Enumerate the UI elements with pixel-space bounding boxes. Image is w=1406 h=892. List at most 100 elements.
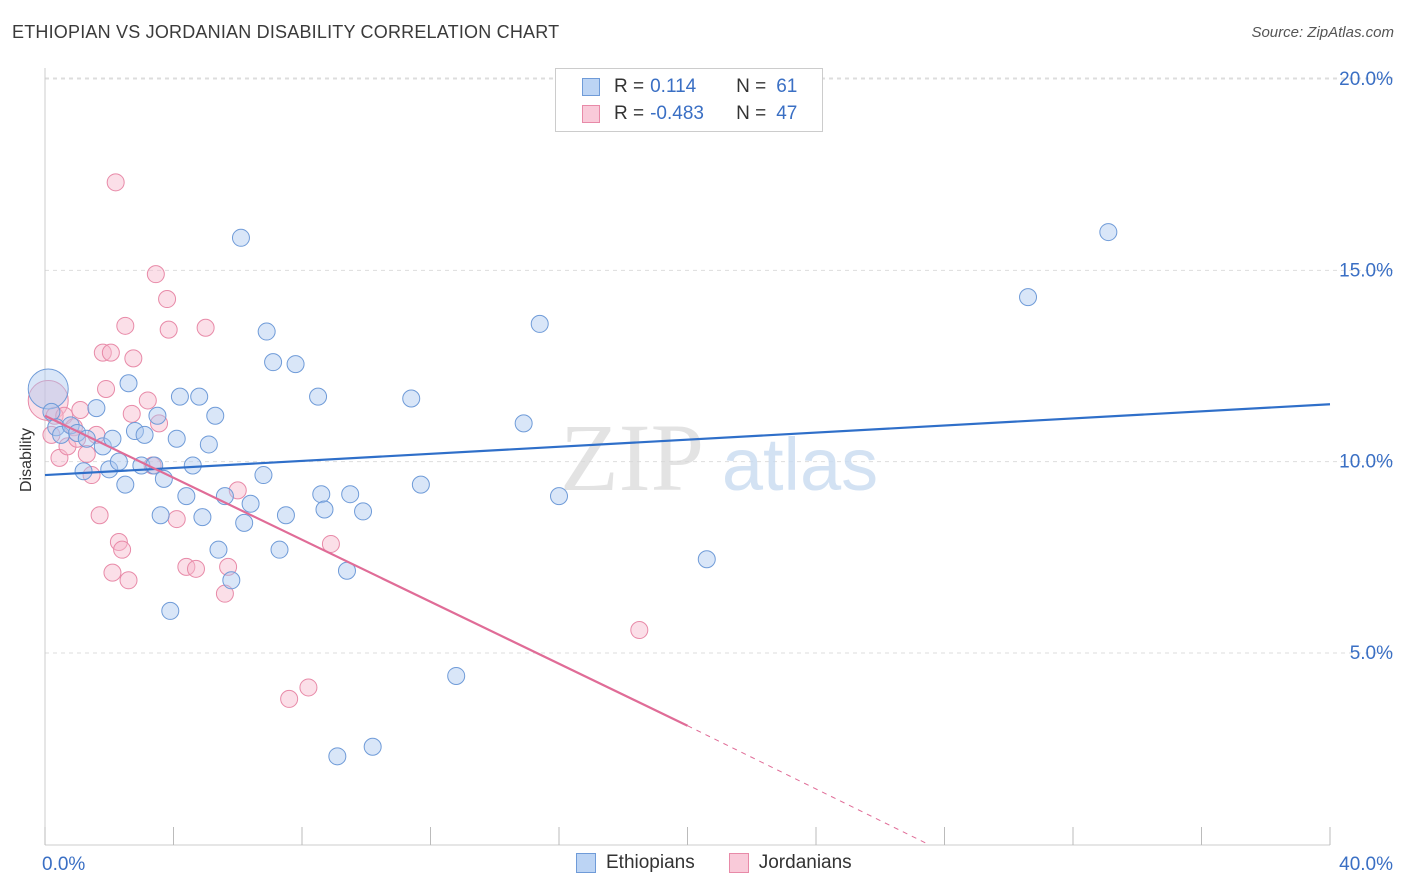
jordanians-legend-swatch bbox=[728, 853, 749, 873]
ethiopians-point bbox=[109, 452, 128, 471]
ethiopians-point bbox=[530, 314, 549, 333]
watermark: ZIP atlas bbox=[560, 404, 878, 511]
jordanians-point bbox=[71, 401, 90, 420]
jordanians-point bbox=[630, 621, 649, 640]
jordanians-swatch bbox=[582, 105, 600, 123]
ethiopians-point bbox=[514, 414, 533, 433]
jordanians-trend-extension bbox=[687, 725, 929, 845]
jordanians-point bbox=[113, 540, 132, 559]
ethiopians-point bbox=[116, 475, 135, 494]
ethiopians-point bbox=[27, 368, 69, 410]
ethiopians-point bbox=[235, 513, 254, 532]
jordanians-point bbox=[103, 563, 122, 582]
jordanians-point bbox=[146, 265, 165, 284]
ethiopians-point bbox=[363, 737, 382, 756]
legend-r-label: R = bbox=[614, 103, 645, 124]
ethiopians-point bbox=[52, 425, 71, 444]
ethiopians-point bbox=[167, 429, 186, 448]
ethiopians-point bbox=[254, 466, 273, 485]
ethiopians-point bbox=[87, 399, 106, 418]
jordanians-point bbox=[101, 343, 120, 362]
x-tick-labels: 0.0% 40.0% bbox=[42, 854, 1393, 875]
ethiopians-point bbox=[170, 387, 189, 406]
jordanians-point bbox=[196, 318, 215, 337]
ethiopians-point bbox=[328, 747, 347, 766]
legend-n-label: N = bbox=[736, 76, 767, 97]
ethiopians-point bbox=[315, 500, 334, 519]
ethiopians-point bbox=[550, 487, 568, 506]
ethiopians-point bbox=[100, 460, 119, 479]
watermark-zip: ZIP bbox=[560, 404, 704, 511]
correlation-legend: R = 0.114 N = 61 R = -0.483 N = 47 bbox=[555, 68, 823, 132]
jordanians-legend-label: Jordanians bbox=[758, 852, 852, 873]
y-tick-labels: 5.0% 10.0% 15.0% 20.0% bbox=[1339, 69, 1393, 664]
legend-item-ethiopians[interactable]: Ethiopians bbox=[576, 852, 695, 874]
legend-r-label: R = bbox=[614, 76, 645, 97]
axes bbox=[44, 68, 1331, 846]
legend-item-jordanians[interactable]: Jordanians bbox=[728, 852, 852, 874]
legend-row-ethiopians: R = 0.114 N = 61 bbox=[582, 75, 797, 99]
gridlines bbox=[45, 77, 1395, 654]
jordanians-point bbox=[159, 320, 178, 339]
ethiopians-point bbox=[125, 422, 144, 441]
ethiopians-point bbox=[199, 435, 218, 454]
jordanians-point bbox=[186, 559, 205, 578]
ethiopians-r-value: 0.114 bbox=[650, 76, 697, 97]
jordanians-point bbox=[77, 445, 96, 464]
ethiopians-point bbox=[312, 485, 331, 504]
jordanians-point bbox=[150, 414, 169, 433]
jordanians-point bbox=[122, 404, 141, 423]
ethiopians-point bbox=[411, 475, 430, 494]
ethiopians-point bbox=[148, 406, 167, 425]
jordanians-point bbox=[299, 678, 318, 697]
source-label: Source: ZipAtlas.com bbox=[1251, 24, 1394, 41]
ethiopians-points bbox=[27, 223, 1118, 766]
ethiopians-n-value: 61 bbox=[776, 76, 798, 97]
jordanians-point bbox=[219, 557, 238, 576]
ethiopians-point bbox=[177, 487, 196, 506]
jordanians-point bbox=[124, 349, 143, 368]
ethiopians-legend-label: Ethiopians bbox=[606, 852, 695, 873]
jordanians-r-value: -0.483 bbox=[650, 103, 704, 124]
ethiopians-point bbox=[402, 389, 421, 408]
ethiopians-point bbox=[161, 601, 180, 620]
jordanians-points bbox=[27, 173, 649, 708]
ethiopians-point bbox=[241, 494, 260, 513]
ethiopians-point bbox=[264, 353, 283, 372]
ethiopians-point bbox=[119, 374, 138, 393]
ethiopians-point bbox=[1019, 288, 1038, 307]
y-tick-label: 5.0% bbox=[1350, 643, 1393, 664]
jordanians-point bbox=[90, 506, 109, 525]
ethiopians-point bbox=[286, 355, 305, 374]
x-tick-label: 0.0% bbox=[42, 854, 85, 875]
ethiopians-point bbox=[341, 485, 360, 504]
ethiopians-point bbox=[135, 425, 154, 444]
jordanians-point bbox=[97, 379, 116, 398]
trend-lines bbox=[44, 403, 1331, 845]
ethiopians-trend-line bbox=[44, 403, 1331, 477]
y-tick-label: 10.0% bbox=[1339, 452, 1393, 473]
ethiopians-point bbox=[209, 540, 228, 559]
ethiopians-point bbox=[447, 666, 466, 685]
jordanians-point bbox=[321, 534, 340, 553]
series-legend: Ethiopians Jordanians bbox=[576, 852, 886, 874]
jordanians-point bbox=[58, 437, 77, 456]
jordanians-trend-line bbox=[44, 414, 688, 727]
jordanians-point bbox=[167, 510, 186, 529]
jordanians-point bbox=[116, 316, 135, 335]
ethiopians-legend-swatch bbox=[576, 853, 596, 873]
y-tick-label: 15.0% bbox=[1339, 260, 1393, 281]
ethiopians-point bbox=[206, 406, 225, 425]
jordanians-point bbox=[158, 290, 177, 309]
ethiopians-point bbox=[222, 571, 241, 590]
ethiopians-point bbox=[74, 462, 93, 481]
legend-row-jordanians: R = -0.483 N = 47 bbox=[582, 102, 797, 126]
ethiopians-point bbox=[190, 387, 209, 406]
legend-n-label: N = bbox=[736, 103, 767, 124]
jordanians-point bbox=[280, 689, 299, 708]
ethiopians-point bbox=[193, 508, 212, 527]
ethiopians-point bbox=[697, 550, 716, 569]
ethiopians-point bbox=[354, 502, 373, 521]
ethiopians-point bbox=[270, 540, 289, 559]
